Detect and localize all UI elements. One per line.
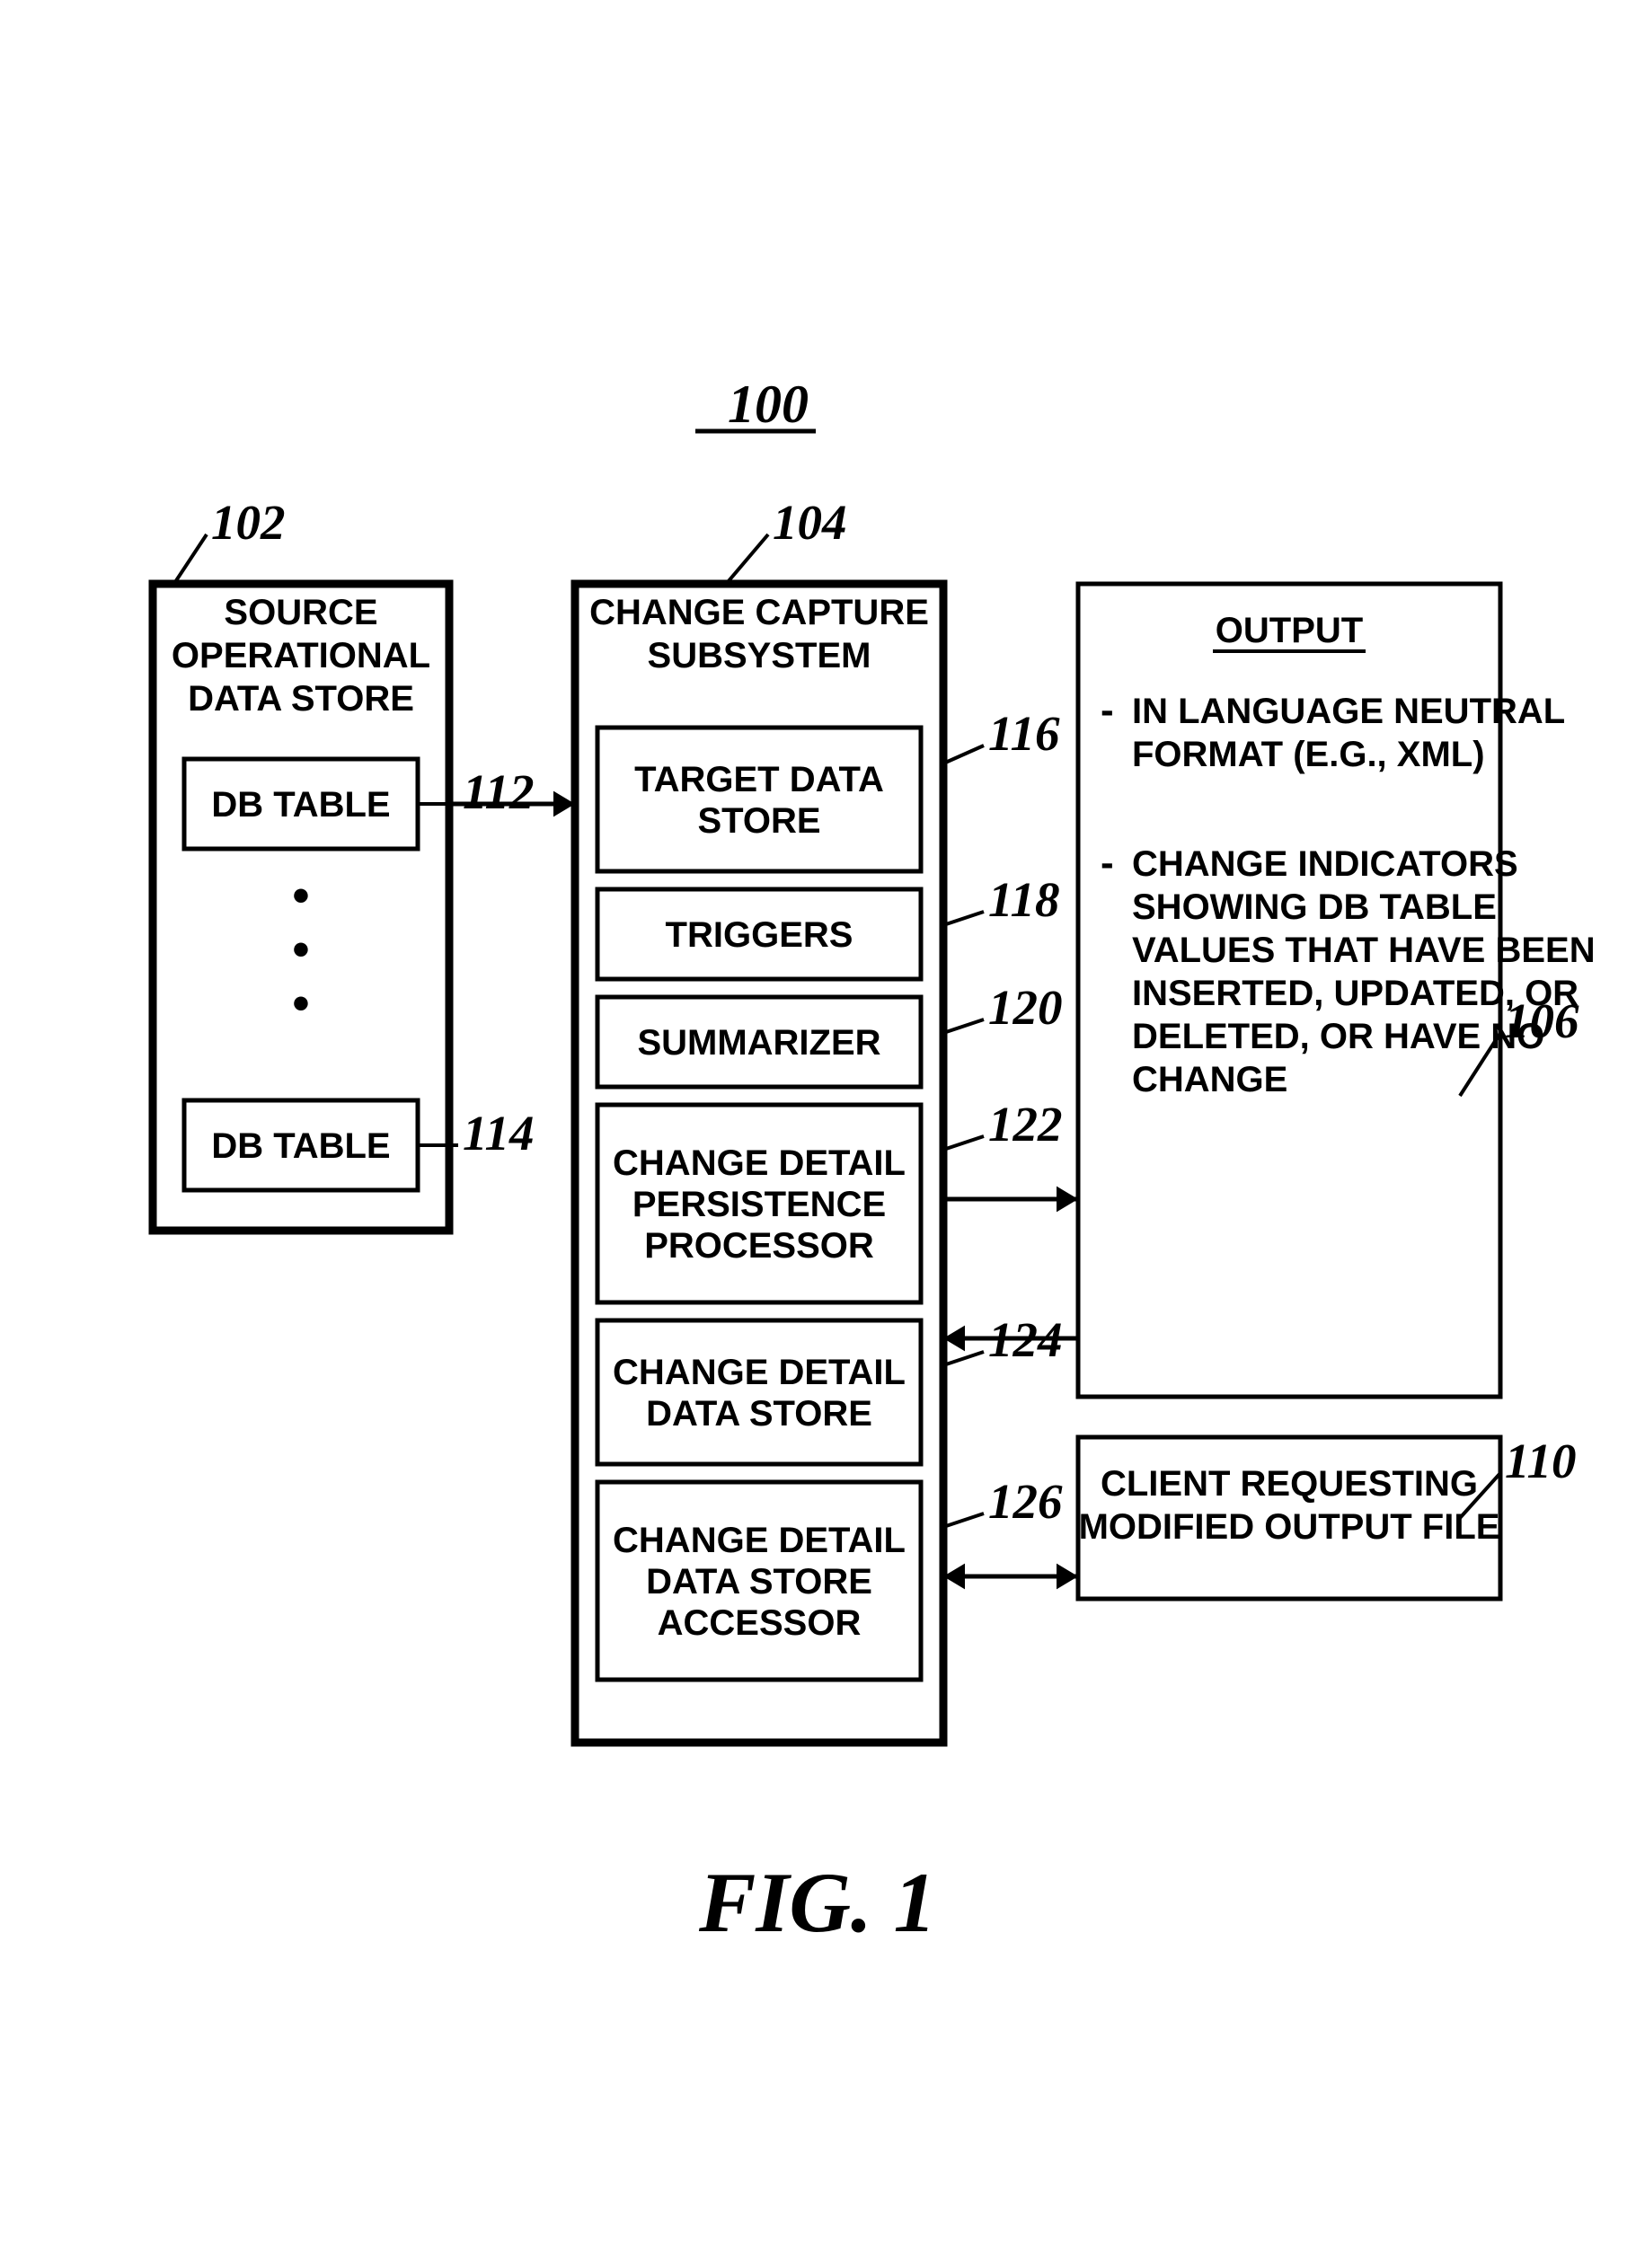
ref-118: 118	[988, 872, 1059, 927]
svg-text:ACCESSOR: ACCESSOR	[658, 1603, 862, 1643]
output-bullet-0-line-1: FORMAT (E.G., XML)	[1132, 735, 1485, 774]
svg-text:CHANGE CAPTURE: CHANGE CAPTURE	[589, 593, 929, 632]
ref-114: 114	[463, 1106, 534, 1160]
ref-106: 106	[1505, 993, 1579, 1048]
output-bullet-1-line-5: CHANGE	[1132, 1060, 1287, 1099]
output-bullet-1-line-4: DELETED, OR HAVE NO	[1132, 1017, 1544, 1056]
svg-text:DB TABLE: DB TABLE	[211, 1126, 390, 1166]
svg-text:SUMMARIZER: SUMMARIZER	[637, 1023, 880, 1063]
output-title: OUTPUT	[1216, 611, 1363, 650]
svg-text:MODIFIED OUTPUT FILE: MODIFIED OUTPUT FILE	[1079, 1507, 1500, 1547]
figure-caption: FIG. 1	[698, 1855, 936, 1950]
subsystem-row-0	[597, 728, 921, 871]
svg-text:STORE: STORE	[697, 801, 820, 841]
svg-text:CHANGE DETAIL: CHANGE DETAIL	[613, 1353, 906, 1392]
svg-text:-: -	[1101, 688, 1114, 732]
ref-104: 104	[773, 495, 847, 550]
ref-126: 126	[988, 1474, 1063, 1529]
svg-text:CLIENT REQUESTING: CLIENT REQUESTING	[1101, 1464, 1478, 1504]
svg-text:DATA STORE: DATA STORE	[188, 679, 414, 719]
ref-102: 102	[211, 495, 286, 550]
ref-112: 112	[463, 764, 534, 819]
svg-text:CHANGE DETAIL: CHANGE DETAIL	[613, 1143, 906, 1183]
svg-text:PERSISTENCE: PERSISTENCE	[632, 1185, 886, 1224]
svg-text:•: •	[293, 869, 310, 922]
svg-text:TRIGGERS: TRIGGERS	[666, 915, 853, 955]
ref-120: 120	[988, 980, 1063, 1035]
ref-110: 110	[1505, 1434, 1576, 1488]
subsystem-row-4	[597, 1320, 921, 1464]
svg-text:-: -	[1101, 841, 1114, 885]
svg-text:TARGET DATA: TARGET DATA	[634, 760, 884, 799]
output-bullet-0-line-0: IN LANGUAGE NEUTRAL	[1132, 692, 1565, 731]
output-bullet-1-line-0: CHANGE INDICATORS	[1132, 844, 1518, 884]
svg-text:SUBSYSTEM: SUBSYSTEM	[648, 636, 871, 675]
ref-116: 116	[988, 706, 1060, 761]
svg-text:CHANGE DETAIL: CHANGE DETAIL	[613, 1521, 906, 1560]
svg-text:PROCESSOR: PROCESSOR	[644, 1226, 874, 1266]
svg-text:DB TABLE: DB TABLE	[211, 785, 390, 825]
svg-text:•: •	[293, 922, 310, 976]
svg-text:DATA STORE: DATA STORE	[646, 1394, 872, 1434]
figure-ref: 100	[728, 375, 809, 434]
svg-text:DATA STORE: DATA STORE	[646, 1562, 872, 1602]
output-bullet-1-line-2: VALUES THAT HAVE BEEN	[1132, 931, 1596, 970]
ref-122: 122	[988, 1097, 1063, 1152]
output-bullet-1-line-1: SHOWING DB TABLE	[1132, 887, 1497, 927]
svg-text:•: •	[293, 976, 310, 1030]
svg-text:SOURCE: SOURCE	[224, 593, 377, 632]
svg-text:OPERATIONAL: OPERATIONAL	[172, 636, 430, 675]
